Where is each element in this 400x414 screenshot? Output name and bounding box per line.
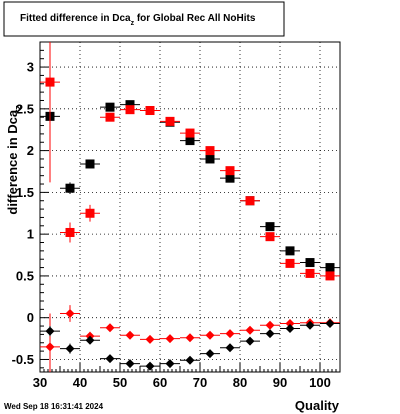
chart-title-sub: z [131, 20, 135, 27]
data-point [185, 333, 195, 343]
data-point [65, 227, 75, 237]
timestamp: Wed Sep 18 16:31:41 2024 [4, 402, 104, 411]
data-point [145, 106, 155, 116]
chart-title: Fitted difference in Dcaz for Global Rec… [20, 13, 256, 27]
x-tick-label: 80 [233, 375, 247, 390]
data-point [245, 336, 255, 346]
data-point [165, 334, 175, 344]
data-point [265, 329, 275, 339]
data-point [225, 343, 235, 353]
data-point [305, 268, 315, 278]
data-point [45, 77, 55, 87]
data-point [265, 222, 275, 232]
data-point [85, 159, 95, 169]
plot-frame [39, 41, 341, 373]
data-point [245, 196, 255, 206]
data-point [125, 100, 135, 110]
x-tick-label: 70 [193, 375, 207, 390]
y-tick-label: 0.5 [16, 268, 34, 283]
data-point [145, 361, 155, 371]
series-0 [40, 100, 340, 273]
y-tick-label: 1.5 [16, 185, 34, 200]
series-3 [40, 319, 340, 371]
data-point [285, 246, 295, 256]
y-axis-label-sub: z [13, 105, 23, 110]
y-axis-label: difference in Dcaz [5, 105, 23, 215]
data-point [125, 330, 135, 340]
grid [40, 42, 340, 372]
data-point [105, 102, 115, 112]
data-point [45, 342, 55, 352]
data-point [165, 116, 175, 126]
chart-title-rest: for Global Rec All NoHits [134, 13, 256, 24]
data-point [225, 173, 235, 183]
data-point [185, 136, 195, 146]
data-point [205, 330, 215, 340]
data-point [65, 309, 75, 319]
x-tick-label: 30 [33, 375, 47, 390]
data-point [305, 320, 315, 330]
chart-title-main: Fitted difference in Dca [20, 13, 131, 24]
series-1 [40, 42, 340, 281]
x-tick-label: 50 [113, 375, 127, 390]
data-point [105, 323, 115, 333]
data-point [85, 208, 95, 218]
data-point [145, 334, 155, 344]
data-point [325, 271, 335, 281]
axes: 30 40 50 60 70 80 90 100 -0.5 0 0.5 1 1.5 2 2.5 3 [12, 41, 341, 390]
y-tick-label: 1 [27, 227, 34, 242]
data-point [325, 263, 335, 273]
data-point [125, 105, 135, 115]
y-axis-label-main: difference in Dca [5, 109, 20, 215]
data-point [285, 319, 295, 329]
y-tick-label: 3 [27, 60, 34, 75]
data-point [245, 325, 255, 335]
data-point [285, 258, 295, 268]
data-point [205, 349, 215, 359]
y-tick-label: 0 [27, 310, 34, 325]
data-point [185, 355, 195, 365]
data-point [85, 335, 95, 345]
y-tick-label: 2.5 [16, 101, 34, 116]
data-point [125, 359, 135, 369]
data-point [185, 128, 195, 138]
data-point [105, 354, 115, 364]
y-tick-label: -0.5 [12, 352, 34, 367]
data-marks [40, 42, 340, 372]
data-point [285, 324, 295, 334]
data-point [265, 232, 275, 242]
data-point [225, 329, 235, 339]
data-point [205, 146, 215, 156]
data-point [325, 319, 335, 329]
data-point [45, 326, 55, 336]
data-point [305, 258, 315, 268]
data-point [65, 183, 75, 193]
x-tick-label: 60 [153, 375, 167, 390]
x-tick-label: 100 [309, 375, 331, 390]
x-axis-label: Quality [295, 398, 340, 413]
x-tick-label: 90 [273, 375, 287, 390]
y-tick-label: 2 [27, 143, 34, 158]
data-point [225, 166, 235, 176]
data-point [265, 320, 275, 330]
data-point [105, 112, 115, 122]
data-point [205, 154, 215, 164]
title-box [3, 1, 285, 37]
data-point [65, 344, 75, 354]
x-tick-label: 40 [73, 375, 87, 390]
data-point [165, 359, 175, 369]
